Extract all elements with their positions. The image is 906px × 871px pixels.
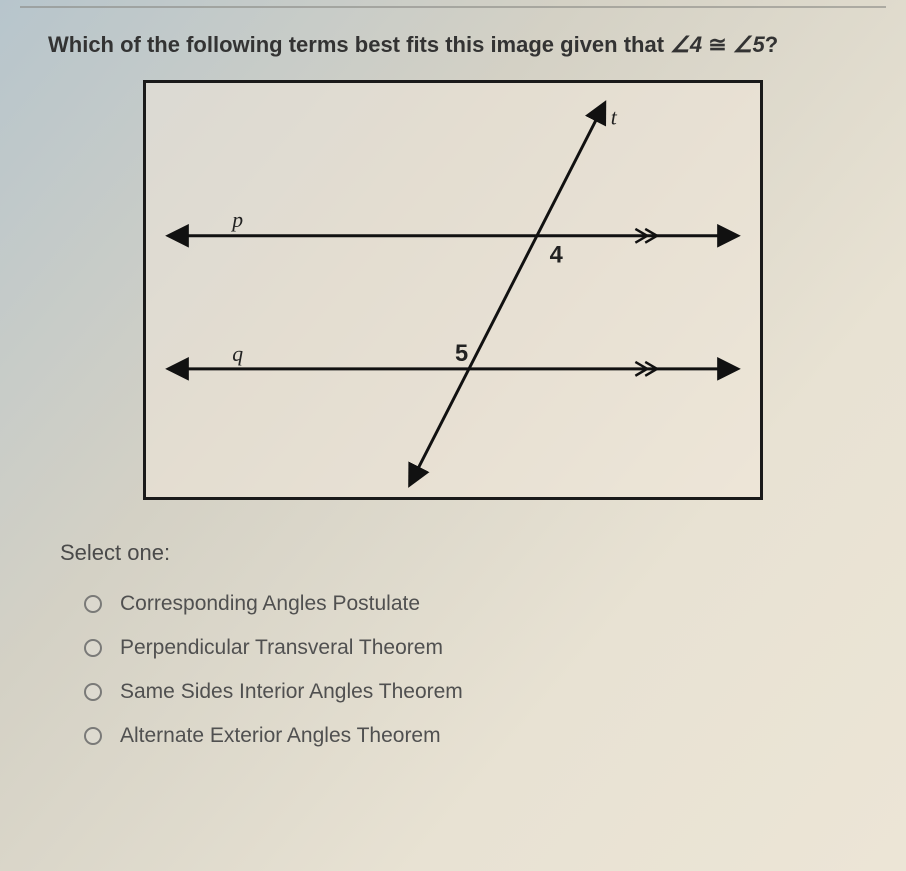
angle-5-ref: ∠5 <box>733 32 765 57</box>
option-label: Perpendicular Transveral Theorem <box>120 636 443 660</box>
label-q: q <box>232 342 243 366</box>
option-alternate-exterior[interactable]: Alternate Exterior Angles Theorem <box>60 714 886 758</box>
option-label: Corresponding Angles Postulate <box>120 592 420 616</box>
radio-icon <box>84 595 102 613</box>
angle-label-4: 4 <box>550 242 564 268</box>
question-prefix: Which of the following terms best fits t… <box>48 32 670 57</box>
angle-4-ref: ∠4 <box>670 32 702 57</box>
label-t: t <box>611 105 618 129</box>
option-label: Alternate Exterior Angles Theorem <box>120 724 441 748</box>
radio-icon <box>84 727 102 745</box>
line-t <box>414 111 601 478</box>
top-divider <box>20 6 886 8</box>
radio-icon <box>84 639 102 657</box>
question-suffix: ? <box>765 32 778 57</box>
option-same-sides-interior[interactable]: Same Sides Interior Angles Theorem <box>60 670 886 714</box>
label-p: p <box>230 208 243 232</box>
option-corresponding-angles[interactable]: Corresponding Angles Postulate <box>60 582 886 626</box>
option-perpendicular-transversal[interactable]: Perpendicular Transveral Theorem <box>60 626 886 670</box>
select-one-prompt: Select one: <box>60 540 886 566</box>
option-label: Same Sides Interior Angles Theorem <box>120 680 463 704</box>
diagram-container: p q t 4 5 <box>0 76 906 510</box>
angle-label-5: 5 <box>455 341 468 367</box>
question-text: Which of the following terms best fits t… <box>0 8 906 76</box>
radio-icon <box>84 683 102 701</box>
answers-block: Select one: Corresponding Angles Postula… <box>0 510 906 758</box>
geometry-diagram: p q t 4 5 <box>143 80 763 500</box>
congruent-symbol: ≅ <box>702 32 733 57</box>
diagram-svg: p q t 4 5 <box>146 83 760 497</box>
